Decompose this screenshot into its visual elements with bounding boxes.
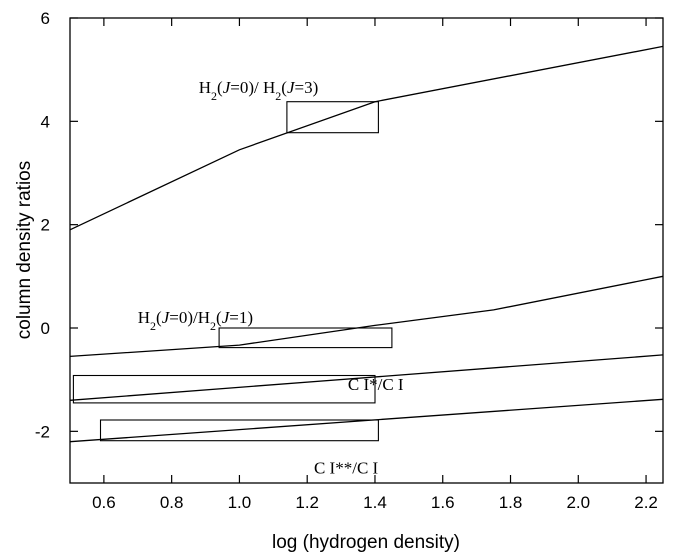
y-tick-label: 0 xyxy=(41,319,50,338)
x-tick-label: 1.4 xyxy=(363,493,387,512)
x-tick-label: 2.2 xyxy=(634,493,658,512)
x-tick-label: 1.0 xyxy=(228,493,252,512)
x-tick-label: 1.8 xyxy=(499,493,523,512)
series-line-2 xyxy=(69,275,664,358)
y-tick-label: 2 xyxy=(41,216,50,235)
y-tick-label: -2 xyxy=(35,422,50,441)
series-line-3 xyxy=(69,354,664,401)
y-tick-label: 4 xyxy=(41,112,50,131)
x-axis-title: log (hydrogen density) xyxy=(272,532,460,553)
annotation-h2-j0-j1: H2(J=0)/H2(J=1) xyxy=(138,308,253,333)
series-line-1 xyxy=(69,45,664,231)
x-tick-label: 0.6 xyxy=(92,493,116,512)
annotation-ci-star: C I*/C I xyxy=(348,375,404,394)
x-tick-label: 1.6 xyxy=(431,493,455,512)
range-box-2 xyxy=(218,327,393,349)
box-layer xyxy=(72,101,393,442)
x-tick-label: 1.2 xyxy=(295,493,319,512)
tick-layer: 0.6 0.8 1.0 1.2 1.4 1.6 1.8 2.0 2.2 -2 0 2 4 6 xyxy=(35,9,663,512)
annotation-layer: H2(J=0)/ H2(J=3) H2(J=0)/H2(J=1) C I*/C I C… xyxy=(138,78,404,478)
x-tick-label: 2.0 xyxy=(566,493,590,512)
series-layer xyxy=(69,45,664,443)
y-axis-title: column density ratios xyxy=(14,161,35,339)
plot-frame xyxy=(69,17,664,484)
range-box-4 xyxy=(99,419,379,442)
range-box-3 xyxy=(72,374,376,404)
range-box-1 xyxy=(286,101,379,134)
y-tick-label: 6 xyxy=(41,9,50,28)
x-tick-label: 0.8 xyxy=(160,493,184,512)
annotation-ci-double-star: C I**/C I xyxy=(314,459,379,478)
annotation-h2-j0-j3: H2(J=0)/ H2(J=3) xyxy=(199,78,318,103)
